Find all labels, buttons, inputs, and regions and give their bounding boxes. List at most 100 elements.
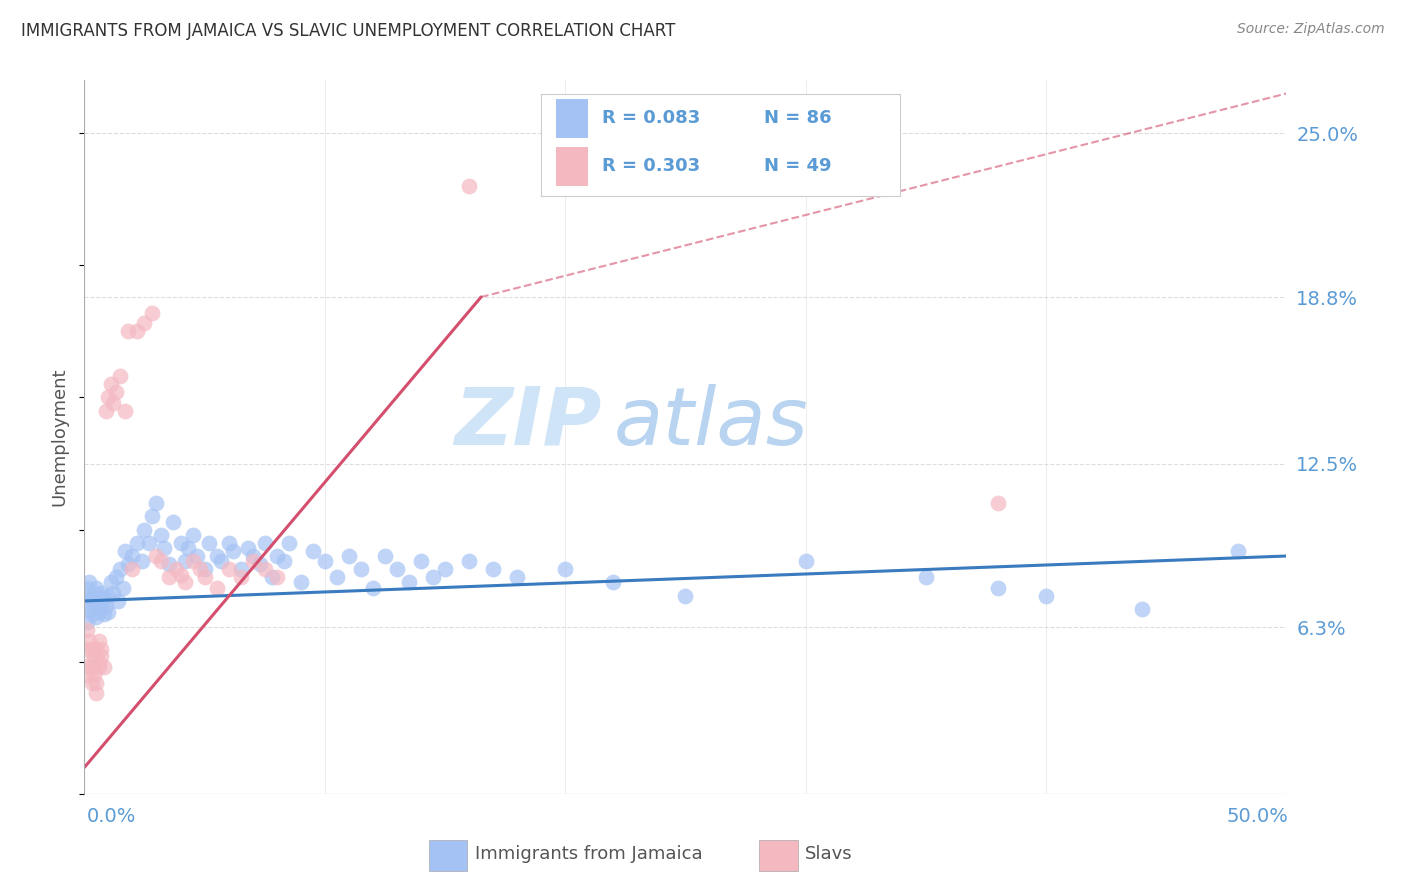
Point <box>83 668 105 682</box>
Point <box>76 623 98 637</box>
Point <box>87 660 110 674</box>
Point <box>97 391 120 405</box>
Text: Source: ZipAtlas.com: Source: ZipAtlas.com <box>1237 22 1385 37</box>
Point <box>87 633 110 648</box>
Point <box>194 562 217 576</box>
Point <box>145 496 167 510</box>
Bar <box>759 839 799 871</box>
Point <box>194 570 217 584</box>
Point <box>987 581 1010 595</box>
Point <box>127 536 149 550</box>
Point <box>141 509 163 524</box>
Point <box>177 541 200 555</box>
Point <box>242 549 264 563</box>
Point <box>80 607 103 622</box>
Point <box>409 554 432 568</box>
Point <box>169 536 191 550</box>
Point <box>77 633 100 648</box>
Point <box>86 609 108 624</box>
Point <box>80 655 103 669</box>
Point <box>110 562 132 576</box>
Point <box>114 403 136 417</box>
Point <box>110 369 132 384</box>
Point <box>134 317 156 331</box>
Point <box>277 536 299 550</box>
Point <box>253 536 276 550</box>
Point <box>266 549 288 563</box>
Point <box>301 543 323 558</box>
Point <box>134 523 156 537</box>
Point <box>1130 602 1153 616</box>
Point <box>374 549 396 563</box>
Point <box>90 586 112 600</box>
Point <box>76 615 98 629</box>
Point <box>117 324 139 338</box>
Point <box>97 605 120 619</box>
Text: R = 0.303: R = 0.303 <box>602 158 700 176</box>
Point <box>80 676 103 690</box>
Point <box>104 385 127 400</box>
Point <box>422 570 444 584</box>
Point <box>141 306 163 320</box>
Point <box>117 557 139 571</box>
Point <box>152 541 174 555</box>
Point <box>103 395 125 409</box>
Point <box>76 641 98 656</box>
Point <box>80 641 103 656</box>
Point <box>1227 543 1250 558</box>
Point <box>157 570 180 584</box>
Point <box>111 581 134 595</box>
Point <box>987 496 1010 510</box>
Point <box>186 549 208 563</box>
Point <box>385 562 408 576</box>
Text: Slavs: Slavs <box>806 845 852 863</box>
Point <box>86 581 108 595</box>
Point <box>337 549 360 563</box>
Point <box>506 570 529 584</box>
Point <box>209 554 232 568</box>
Point <box>87 605 110 619</box>
Point <box>273 554 295 568</box>
Point <box>236 541 259 555</box>
Point <box>350 562 373 576</box>
Point <box>100 377 122 392</box>
Point <box>434 562 457 576</box>
Point <box>361 581 384 595</box>
Bar <box>555 99 588 137</box>
Point <box>181 528 204 542</box>
Point <box>229 562 252 576</box>
Point <box>127 324 149 338</box>
Point <box>93 591 115 606</box>
Point <box>76 668 98 682</box>
Text: IMMIGRANTS FROM JAMAICA VS SLAVIC UNEMPLOYMENT CORRELATION CHART: IMMIGRANTS FROM JAMAICA VS SLAVIC UNEMPL… <box>21 22 675 40</box>
Point <box>675 589 697 603</box>
Point <box>198 536 221 550</box>
Point <box>794 554 817 568</box>
Point <box>83 597 105 611</box>
Point <box>93 607 115 622</box>
Text: 50.0%: 50.0% <box>1226 806 1288 826</box>
Point <box>90 597 112 611</box>
Point <box>76 581 98 595</box>
Point <box>86 676 108 690</box>
Point <box>76 597 98 611</box>
Point <box>121 549 143 563</box>
Point <box>77 589 100 603</box>
Point <box>90 641 112 656</box>
Text: N = 49: N = 49 <box>763 158 831 176</box>
Point <box>86 686 108 700</box>
Point <box>86 599 108 614</box>
Point <box>174 554 197 568</box>
Point <box>100 575 122 590</box>
Point <box>83 586 105 600</box>
Point <box>169 567 191 582</box>
Point <box>218 562 240 576</box>
Point <box>121 562 143 576</box>
Point <box>94 599 117 614</box>
Point <box>174 575 197 590</box>
Point <box>80 591 103 606</box>
Y-axis label: Unemployment: Unemployment <box>51 368 69 507</box>
Point <box>218 536 240 550</box>
Point <box>181 554 204 568</box>
Point <box>458 554 481 568</box>
